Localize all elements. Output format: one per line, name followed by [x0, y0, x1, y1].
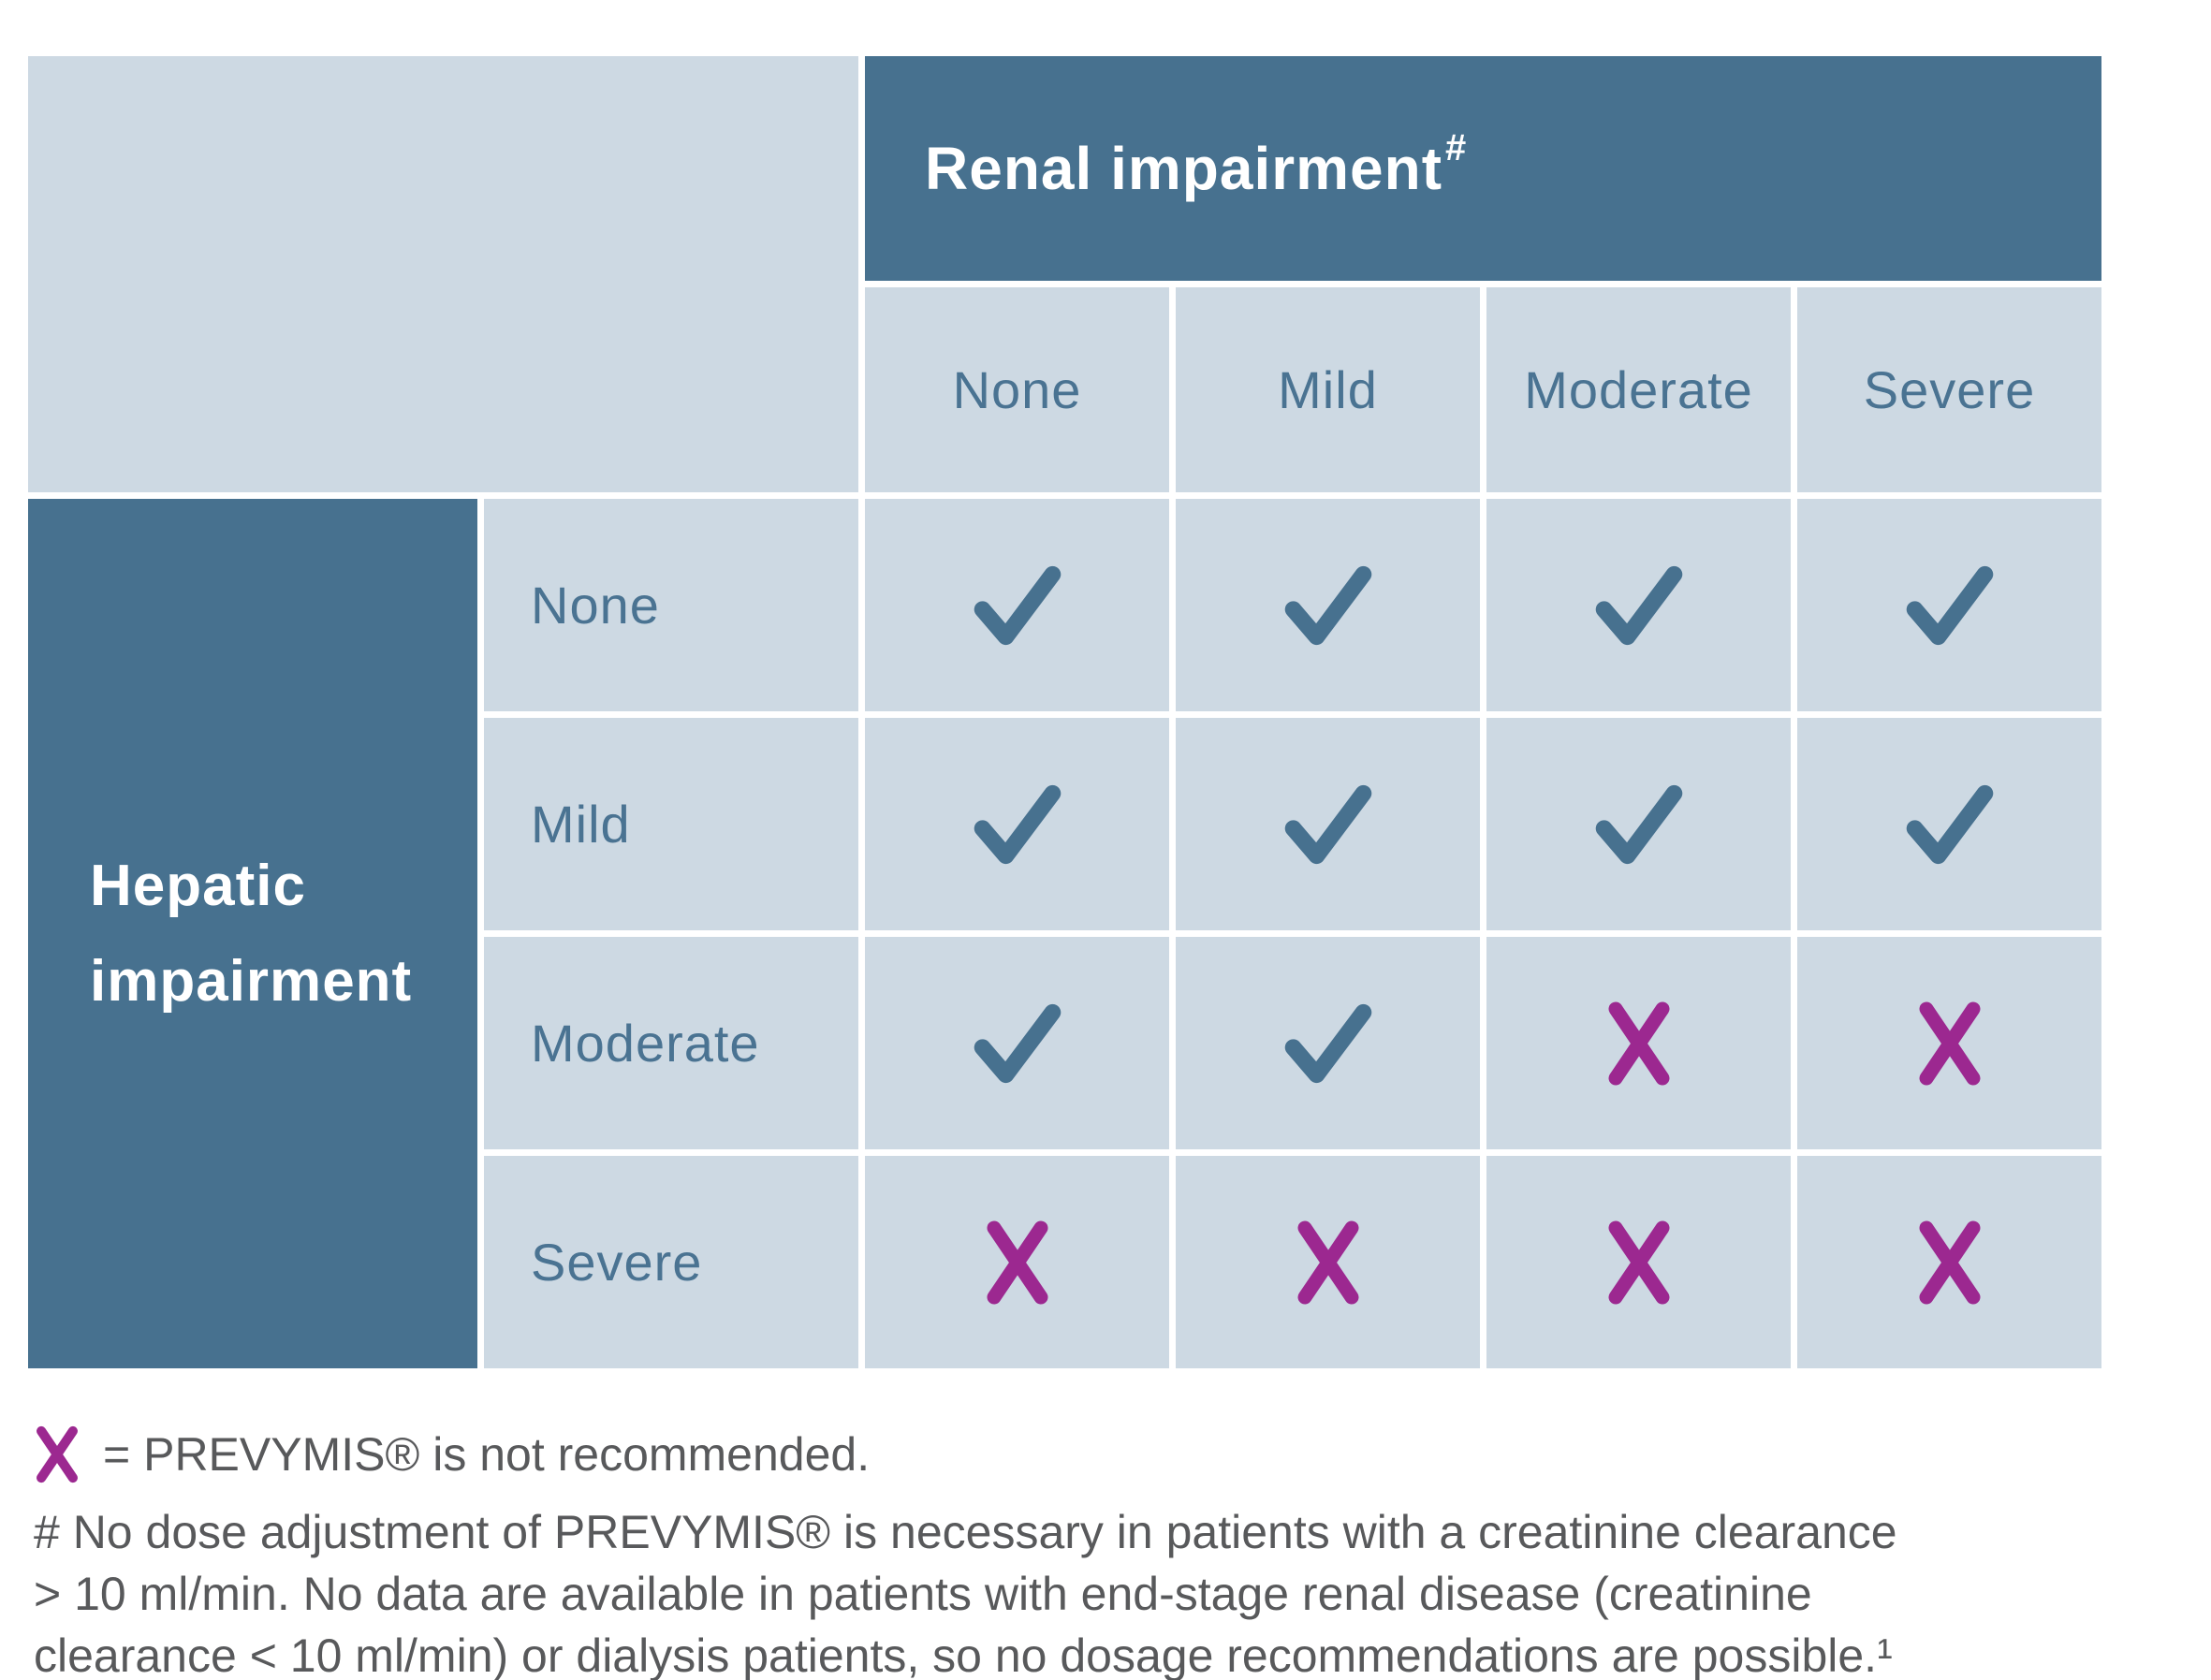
column-header-none: None: [865, 287, 1169, 492]
cell-moderate-moderate: [1486, 937, 1791, 1149]
cell-severe-mild: [1176, 1156, 1480, 1368]
cell-moderate-mild: [1176, 937, 1480, 1149]
row-header-severe: Severe: [484, 1156, 858, 1368]
check-icon: [974, 565, 1061, 645]
hepatic-impairment-header: Hepatic impairment: [28, 499, 477, 1368]
cross-icon: [1608, 1001, 1669, 1085]
cross-icon: [1919, 1001, 1980, 1085]
cell-moderate-none: [865, 937, 1169, 1149]
impairment-dosing-table: Renal impairment # Hepatic impairment Non…: [28, 56, 2101, 1368]
column-header-severe: Severe: [1797, 287, 2101, 492]
legend: = PREVYMIS® is not recommended.: [34, 1421, 2177, 1488]
check-icon: [974, 784, 1061, 864]
check-icon: [1284, 1003, 1371, 1083]
footnote: # No dose adjustment of PREVYMIS® is nec…: [34, 1501, 2177, 1680]
cell-mild-severe: [1797, 718, 2101, 930]
column-header-moderate: Moderate: [1486, 287, 1791, 492]
check-icon: [1284, 565, 1371, 645]
cell-mild-none: [865, 718, 1169, 930]
cell-none-severe: [1797, 499, 2101, 711]
cell-mild-moderate: [1486, 718, 1791, 930]
check-icon: [1906, 565, 1993, 645]
renal-footnote-marker: #: [1445, 126, 1468, 168]
cross-icon: [1608, 1220, 1669, 1304]
check-icon: [1595, 784, 1682, 864]
check-icon: [1906, 784, 1993, 864]
check-icon: [1284, 784, 1371, 864]
footnote-line-1: # No dose adjustment of PREVYMIS® is nec…: [34, 1506, 1897, 1558]
legend-text: = PREVYMIS® is not recommended.: [103, 1428, 871, 1481]
hepatic-impairment-title-line2: impairment: [90, 948, 413, 1014]
corner-cell: [28, 56, 858, 492]
cross-icon: [1919, 1220, 1980, 1304]
cell-none-none: [865, 499, 1169, 711]
cross-icon: [987, 1220, 1047, 1304]
hepatic-impairment-title-line1: Hepatic: [90, 853, 306, 918]
renal-impairment-header: Renal impairment #: [865, 56, 2101, 281]
cell-severe-none: [865, 1156, 1169, 1368]
cell-severe-severe: [1797, 1156, 2101, 1368]
cell-mild-mild: [1176, 718, 1480, 930]
check-icon: [1595, 565, 1682, 645]
cell-severe-moderate: [1486, 1156, 1791, 1368]
cell-none-mild: [1176, 499, 1480, 711]
row-header-moderate: Moderate: [484, 937, 858, 1149]
check-icon: [974, 1003, 1061, 1083]
footnote-line-2: > 10 ml/min. No data are available in pa…: [34, 1568, 1812, 1620]
cross-icon: [37, 1425, 78, 1483]
footnote-line-3: clearance < 10 ml/min) or dialysis patie…: [34, 1629, 1893, 1680]
cross-icon: [1297, 1220, 1358, 1304]
renal-impairment-title: Renal impairment: [925, 135, 1443, 202]
row-header-mild: Mild: [484, 718, 858, 930]
column-header-mild: Mild: [1176, 287, 1480, 492]
cell-none-moderate: [1486, 499, 1791, 711]
row-header-none: None: [484, 499, 858, 711]
cell-moderate-severe: [1797, 937, 2101, 1149]
footer: = PREVYMIS® is not recommended. # No dos…: [34, 1421, 2177, 1680]
